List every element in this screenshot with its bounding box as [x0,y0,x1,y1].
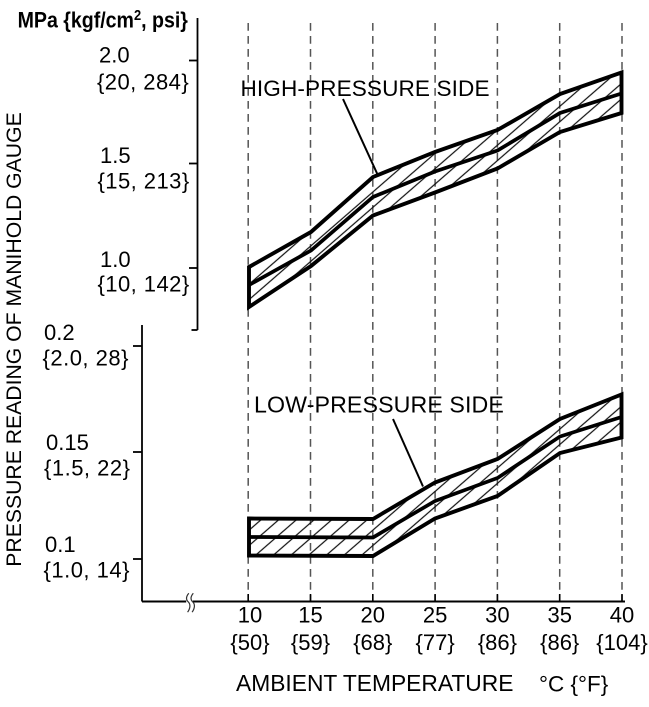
svg-text:{1.0, 14}: {1.0, 14} [44,558,130,583]
svg-text:30: 30 [485,603,509,628]
svg-text:{77}: {77} [416,630,455,655]
svg-text:{15, 213}: {15, 213} [98,169,190,194]
svg-text:2.0: 2.0 [99,43,130,68]
svg-text:{104}: {104} [596,630,647,655]
svg-text:15: 15 [298,603,322,628]
svg-text:HIGH-PRESSURE SIDE: HIGH-PRESSURE SIDE [241,76,490,101]
svg-text:1.0: 1.0 [100,247,131,272]
svg-text:{59}: {59} [291,630,330,655]
svg-text:{86}: {86} [540,630,579,655]
svg-text:20: 20 [361,603,385,628]
svg-text:0.2: 0.2 [44,320,75,345]
svg-text:{50}: {50} [230,630,269,655]
svg-text:40: 40 [610,603,634,628]
svg-text:1.5: 1.5 [100,143,131,168]
svg-text:{20, 284}: {20, 284} [97,70,189,95]
svg-text:{10, 142}: {10, 142} [98,272,190,297]
svg-text:AMBIENT TEMPERATURE: AMBIENT TEMPERATURE [236,670,513,696]
svg-text:{86}: {86} [478,630,517,655]
svg-text:0.1: 0.1 [45,532,76,557]
svg-text:{68}: {68} [353,630,392,655]
svg-text:10: 10 [238,603,262,628]
svg-text:PRESSURE READING OF MANIHOLD G: PRESSURE READING OF MANIHOLD GAUGE [3,112,26,566]
svg-text:MPa {kgf/cm2, psi}: MPa {kgf/cm2, psi} [18,7,188,32]
svg-text:25: 25 [423,603,447,628]
svg-text:LOW-PRESSURE SIDE: LOW-PRESSURE SIDE [254,392,504,418]
svg-text:{1.5, 22}: {1.5, 22} [44,456,130,481]
svg-text:35: 35 [547,603,571,628]
svg-text:°C {°F}: °C {°F} [539,672,609,697]
svg-text:{2.0, 28}: {2.0, 28} [43,346,129,371]
svg-text:0.15: 0.15 [46,430,89,455]
